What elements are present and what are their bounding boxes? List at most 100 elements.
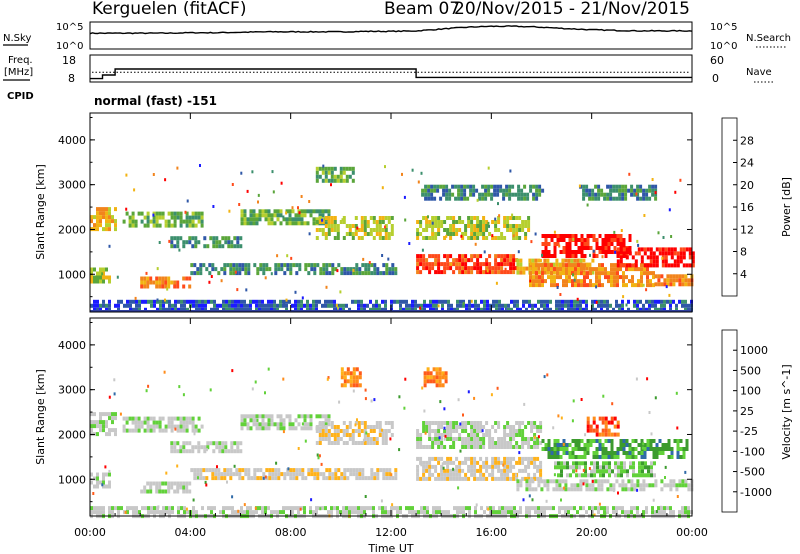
scatter-cell xyxy=(574,267,577,272)
scatter-cell xyxy=(670,263,674,268)
scatter-cell xyxy=(507,506,510,511)
scatter-cell xyxy=(576,297,579,301)
scatter-cell xyxy=(90,275,93,280)
scatter-cell xyxy=(497,464,501,469)
scatter-cell xyxy=(262,267,266,272)
scatter-cell xyxy=(533,445,537,449)
scatter-cell xyxy=(598,502,601,506)
scatter-cell xyxy=(681,506,684,511)
scatter-cell xyxy=(609,303,612,308)
scatter-cell xyxy=(487,187,490,191)
scatter-cell xyxy=(385,476,389,481)
scatter-cell xyxy=(356,226,359,230)
scatter-cell xyxy=(588,483,592,488)
scatter-cell xyxy=(491,460,495,465)
scatter-cell xyxy=(443,270,447,275)
scatter-cell xyxy=(568,271,571,276)
scatter-cell xyxy=(443,262,447,267)
scatter-cell xyxy=(446,228,450,232)
scatter-cell xyxy=(467,270,471,275)
scatter-cell xyxy=(315,307,318,312)
scatter-cell xyxy=(270,510,273,515)
scatter-cell xyxy=(138,303,141,308)
scatter-cell xyxy=(442,466,445,470)
scatter-cell xyxy=(673,263,677,268)
scatter-cell xyxy=(354,216,358,220)
scatter-cell xyxy=(303,213,307,218)
scatter-cell xyxy=(625,455,629,459)
scatter-cell xyxy=(571,439,575,443)
scatter-cell xyxy=(562,267,565,272)
scatter-cell xyxy=(438,510,441,515)
scatter-cell xyxy=(217,476,221,481)
scatter-cell xyxy=(449,228,453,232)
scatter-cell xyxy=(216,307,219,312)
scatter-cell xyxy=(654,196,658,201)
scatter-cell xyxy=(176,424,180,429)
scatter-cell xyxy=(381,429,385,433)
scatter-cell xyxy=(567,510,570,515)
scatter-cell xyxy=(167,485,171,490)
scatter-cell xyxy=(179,219,183,224)
scatter-cell xyxy=(569,465,572,470)
scatter-cell xyxy=(512,425,516,429)
scatter-cell xyxy=(324,422,328,427)
scatter-cell xyxy=(653,461,656,466)
scatter-cell xyxy=(214,476,218,481)
scatter-cell xyxy=(643,447,647,451)
scatter-cell xyxy=(567,303,570,308)
scatter-cell xyxy=(564,506,567,511)
scatter-cell xyxy=(565,451,569,455)
scatter-cell xyxy=(576,258,580,263)
scatter-cell xyxy=(585,299,588,304)
scatter-cell xyxy=(358,267,362,272)
scatter-cell xyxy=(500,270,504,275)
scatter-cell xyxy=(610,416,614,421)
scatter-cell xyxy=(610,242,614,246)
scatter-cell xyxy=(243,307,246,312)
scatter-cell xyxy=(626,469,629,474)
scatter-cell xyxy=(459,303,462,308)
scatter-cell xyxy=(384,429,388,433)
scatter-cell xyxy=(619,250,623,254)
scatter-cell xyxy=(288,299,291,304)
scatter-cell xyxy=(236,288,239,292)
scatter-cell xyxy=(384,224,388,228)
scatter-cell xyxy=(131,223,135,228)
scatter-cell xyxy=(211,468,215,473)
nave-ytick-top: 60 xyxy=(710,54,724,67)
scatter-cell xyxy=(565,283,568,288)
colorbar-tick-label: -25 xyxy=(740,425,758,438)
scatter-cell xyxy=(282,215,285,219)
scatter-cell xyxy=(553,230,556,234)
scatter-cell xyxy=(533,476,537,481)
scatter-cell xyxy=(607,451,611,455)
scatter-cell xyxy=(481,184,485,189)
scatter-cell xyxy=(294,307,297,312)
scatter-cell xyxy=(197,211,201,216)
scatter-cell xyxy=(365,431,368,435)
scatter-cell xyxy=(607,279,610,284)
scatter-cell xyxy=(494,217,497,221)
scatter-cell xyxy=(634,439,638,443)
scatter-cell xyxy=(464,425,468,429)
scatter-cell xyxy=(672,278,676,283)
scatter-cell xyxy=(503,429,507,433)
scatter-cell xyxy=(577,267,580,272)
scatter-cell xyxy=(270,414,274,419)
scatter-cell xyxy=(589,283,592,288)
scatter-cell xyxy=(431,236,435,240)
scatter-cell xyxy=(546,483,550,488)
colorbar-tick-label: 100 xyxy=(740,385,761,398)
scatter-cell xyxy=(111,412,114,417)
scatter-cell xyxy=(199,267,203,272)
scatter-cell xyxy=(422,476,426,481)
scatter-cell xyxy=(646,443,650,447)
scatter-band xyxy=(423,367,448,388)
scatter-cell xyxy=(651,178,654,181)
scatter-cell xyxy=(525,510,528,515)
scatter-cell xyxy=(473,262,477,267)
scatter-cell xyxy=(237,303,240,308)
scatter-cell xyxy=(255,299,258,304)
